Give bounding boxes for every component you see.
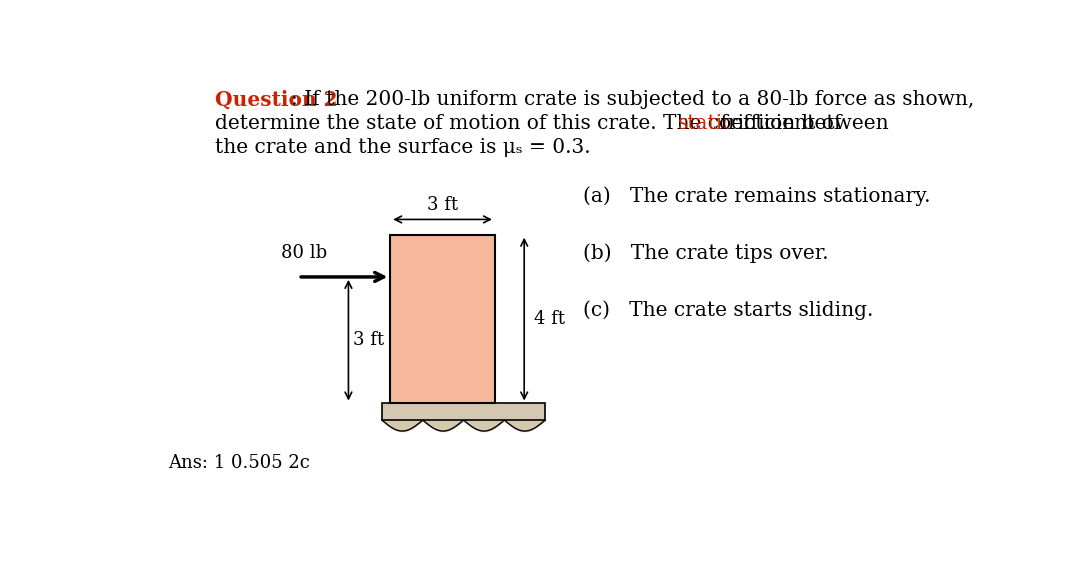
Text: Question 2: Question 2 xyxy=(215,90,337,110)
Text: (b)   The crate tips over.: (b) The crate tips over. xyxy=(583,244,828,263)
Text: (a)   The crate remains stationary.: (a) The crate remains stationary. xyxy=(583,187,930,206)
Text: (c)   The crate starts sliding.: (c) The crate starts sliding. xyxy=(583,300,873,320)
Text: the crate and the surface is μₛ = 0.3.: the crate and the surface is μₛ = 0.3. xyxy=(215,138,590,158)
Text: Ans: 1 0.505 2c: Ans: 1 0.505 2c xyxy=(168,454,310,472)
Text: 80 lb: 80 lb xyxy=(282,244,327,262)
Text: : If the 200-lb uniform crate is subjected to a 80-lb force as shown,: : If the 200-lb uniform crate is subject… xyxy=(292,90,974,109)
Text: friction between: friction between xyxy=(714,114,889,133)
Text: 3 ft: 3 ft xyxy=(352,331,383,349)
Text: static: static xyxy=(677,114,734,133)
Bar xyxy=(390,235,495,403)
Text: 4 ft: 4 ft xyxy=(535,310,565,328)
Text: 3 ft: 3 ft xyxy=(427,196,458,214)
Text: determine the state of motion of this crate. The coefficient of: determine the state of motion of this cr… xyxy=(215,114,848,133)
Bar xyxy=(382,403,545,420)
